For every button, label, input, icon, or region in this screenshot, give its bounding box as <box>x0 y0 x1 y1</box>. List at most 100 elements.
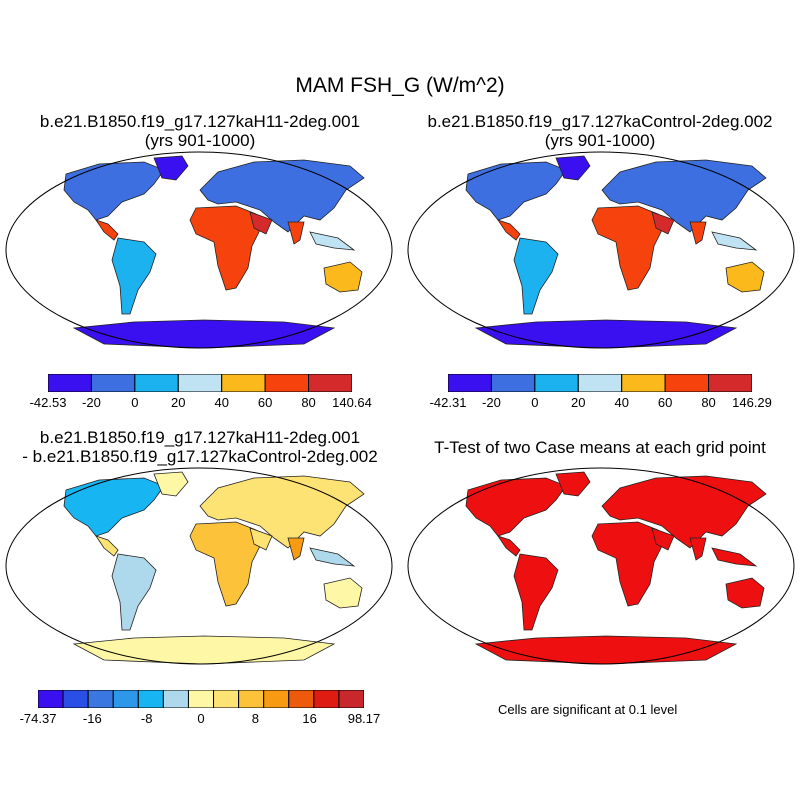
landmass-eurasia <box>199 159 365 233</box>
landmass-eurasia <box>601 159 767 233</box>
colorbar-tick-label: -20 <box>82 395 101 410</box>
map-bottom-right <box>407 467 795 665</box>
main-title: MAM FSH_G (W/m^2) <box>295 74 505 97</box>
colorbar-bottom-left <box>38 690 364 708</box>
colorbar-tick-label: 8 <box>251 711 259 726</box>
colorbar-top-right <box>448 374 752 392</box>
landmass-seasia <box>309 547 356 567</box>
landmass-india <box>689 221 707 245</box>
colorbar-swatch <box>112 690 139 708</box>
colorbar-swatch <box>263 690 290 708</box>
colorbar-tick-label: -8 <box>140 711 153 726</box>
landmass-australia <box>725 577 765 609</box>
landmass-namerica <box>63 161 165 221</box>
landmass-camerica <box>95 219 119 241</box>
landmass-namerica <box>465 477 567 537</box>
colorbar-tick-label: -20 <box>482 395 501 410</box>
colorbar-swatch <box>308 374 352 392</box>
landmass-samerica <box>513 237 559 315</box>
landmass-greenland <box>555 155 591 181</box>
landmass-camerica <box>497 535 521 557</box>
map-frame <box>5 467 393 665</box>
panel-title-top-left: b.e21.B1850.f19_g17.127kaH11-2deg.001 <box>39 112 361 131</box>
colorbar-tick-label: -42.31 <box>429 395 467 410</box>
colorbar-top-left <box>48 374 352 392</box>
colorbar-tick-label: 16 <box>302 711 317 726</box>
significance-note: Cells are significant at 0.1 level <box>498 702 678 717</box>
colorbar-swatch <box>90 374 136 392</box>
colorbar-swatch <box>621 374 666 392</box>
colorbar-swatch <box>448 374 492 392</box>
panel-subtitle-top-right: (yrs 901-1000) <box>544 131 656 150</box>
landmass-eurasia <box>199 475 365 549</box>
colorbar-swatch <box>490 374 536 392</box>
landmass-india <box>287 221 305 245</box>
panel-title-top-right: b.e21.B1850.f19_g17.127kaControl-2deg.00… <box>427 112 773 131</box>
landmass-camerica <box>497 219 521 241</box>
landmass-australia <box>323 577 363 609</box>
landmass-arabia <box>651 211 675 235</box>
panel-subtitle-bottom-left: - b.e21.B1850.f19_g17.127kaControl-2deg.… <box>22 447 378 466</box>
landmass-seasia <box>711 547 758 567</box>
colorbar-swatch <box>664 374 710 392</box>
landmass-seasia <box>309 231 356 251</box>
colorbar-swatch <box>48 374 92 392</box>
landmass-camerica <box>95 535 119 557</box>
colorbar-swatch <box>187 690 215 708</box>
landmass-namerica <box>63 477 165 537</box>
panel-title-bottom-right: T-Test of two Case means at each grid po… <box>434 438 766 457</box>
landmass-india <box>287 537 305 561</box>
landmass-namerica <box>465 161 567 221</box>
landmass-arabia <box>651 527 675 551</box>
colorbar-tick-label: 0 <box>197 711 205 726</box>
colorbar-swatch <box>134 374 179 392</box>
colorbar-swatch <box>288 690 315 708</box>
colorbar-tick-label: -74.37 <box>19 711 57 726</box>
map-bottom-left <box>5 467 393 665</box>
landmass-arabia <box>249 211 273 235</box>
colorbar-swatch <box>62 690 89 708</box>
landmass-samerica <box>111 237 157 315</box>
colorbar-tick-label: 146.29 <box>732 395 772 410</box>
panel-title-bottom-left: b.e21.B1850.f19_g17.127kaH11-2deg.001 <box>39 428 361 447</box>
colorbar-tick-label: 98.17 <box>347 711 381 726</box>
colorbar-tick-label: 0 <box>131 395 139 410</box>
colorbar-swatch <box>338 690 364 708</box>
colorbar-tick-label: 20 <box>571 395 586 410</box>
colorbar-swatch <box>221 374 266 392</box>
colorbar-tick-label: -42.53 <box>29 395 67 410</box>
colorbar-swatch <box>708 374 752 392</box>
colorbar-tick-label: 60 <box>257 395 273 410</box>
map-frame <box>407 151 795 349</box>
landmass-greenland <box>153 471 189 497</box>
landmass-australia <box>725 261 765 293</box>
map-frame <box>5 151 393 349</box>
colorbar-swatch <box>313 690 340 708</box>
colorbar-swatch <box>38 690 64 708</box>
colorbar-tick-label: 80 <box>301 395 316 410</box>
map-frame <box>407 467 795 665</box>
landmass-greenland <box>555 471 591 497</box>
landmass-australia <box>323 261 363 293</box>
colorbar-swatch <box>264 374 310 392</box>
map-top-left <box>5 151 393 349</box>
colorbar-tick-label: -16 <box>82 711 102 726</box>
colorbar-swatch <box>213 690 240 708</box>
landmass-india <box>689 537 707 561</box>
colorbar-swatch <box>177 374 223 392</box>
colorbar-tick-label: 0 <box>531 395 539 410</box>
map-top-right <box>407 151 795 349</box>
colorbar-swatch <box>162 690 189 708</box>
landmass-arabia <box>249 527 273 551</box>
colorbar-tick-label: 40 <box>614 395 629 410</box>
panel-subtitle-top-left: (yrs 901-1000) <box>144 131 256 150</box>
colorbar-swatch <box>534 374 579 392</box>
landmass-eurasia <box>601 475 767 549</box>
colorbar-swatch <box>87 690 114 708</box>
colorbar-tick-label: 20 <box>171 395 186 410</box>
landmass-samerica <box>111 553 157 631</box>
colorbar-tick-label: 80 <box>701 395 716 410</box>
colorbar-tick-label: 40 <box>214 395 229 410</box>
landmass-samerica <box>513 553 559 631</box>
colorbar-tick-label: 140.64 <box>332 395 372 410</box>
